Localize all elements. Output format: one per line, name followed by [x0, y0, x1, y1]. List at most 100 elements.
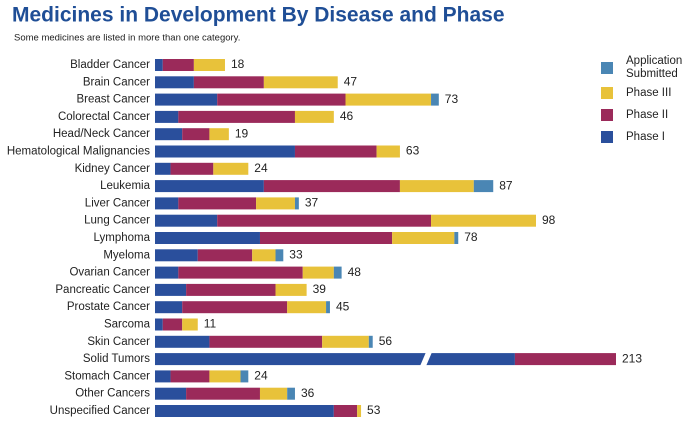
bar-segment: [155, 405, 334, 417]
bar-segment: [155, 335, 210, 348]
bar-segment: [217, 93, 346, 106]
bar-segment: [322, 335, 369, 348]
total-label: 39: [313, 282, 327, 296]
category-label: Brain Cancer: [83, 76, 150, 88]
bar-segment: [197, 249, 253, 262]
total-label: 37: [305, 196, 319, 210]
total-label: 98: [542, 213, 556, 227]
bar-segment: [182, 301, 288, 314]
bar-segment: [357, 405, 362, 417]
bar-segment: [186, 387, 260, 400]
total-label: 11: [204, 317, 217, 331]
bar-segment: [287, 301, 327, 314]
bar-segment: [263, 76, 338, 89]
bar-segment: [193, 59, 225, 71]
category-label: Unspecified Cancer: [50, 405, 151, 417]
total-label: 73: [445, 92, 459, 106]
bar-segment: [155, 93, 218, 106]
category-label: Ovarian Cancer: [69, 267, 150, 279]
bar-segment: [209, 128, 229, 141]
bar-segment: [155, 76, 194, 89]
category-label: Lymphoma: [94, 232, 151, 244]
category-label: Head/Neck Cancer: [53, 128, 150, 140]
bar-segment: [155, 128, 183, 141]
bar-segment: [275, 283, 307, 296]
bar-segment: [155, 283, 187, 296]
bar-segment: [431, 214, 536, 227]
bar-segment: [333, 405, 358, 417]
total-label: 53: [367, 403, 381, 417]
bar-segment: [155, 266, 179, 279]
legend-swatch: [601, 87, 613, 99]
axis-break: [420, 352, 432, 367]
legend-label: Phase II: [626, 109, 668, 121]
bar-segment: [193, 76, 264, 89]
bar-segment: [252, 249, 276, 262]
total-label: 19: [235, 126, 249, 140]
legend-swatch: [601, 62, 613, 74]
bar-segment: [302, 266, 334, 279]
category-label: Leukemia: [100, 180, 150, 192]
bar-segment: [209, 370, 241, 383]
bar-segment: [294, 110, 334, 123]
bar-segment: [155, 197, 179, 210]
category-label: Stomach Cancer: [64, 370, 150, 382]
category-label: Breast Cancer: [76, 94, 150, 106]
category-label: Prostate Cancer: [67, 301, 150, 313]
total-label: 48: [348, 265, 362, 279]
bar-segment: [399, 180, 474, 193]
bar-segment: [155, 162, 171, 175]
category-label: Hematological Malignancies: [7, 146, 150, 158]
legend-label: Phase III: [626, 87, 671, 99]
category-label: Liver Cancer: [85, 197, 150, 209]
bar-segment: [376, 145, 400, 158]
bar-segment: [368, 335, 373, 348]
category-label: Other Cancers: [75, 388, 150, 400]
category-label: Solid Tumors: [83, 353, 150, 365]
total-label: 18: [231, 57, 245, 71]
category-label: Skin Cancer: [87, 336, 150, 348]
bar-segment: [294, 145, 377, 158]
bar-segment: [259, 387, 288, 400]
bar-segment: [155, 59, 163, 71]
bar-segment: [155, 214, 218, 227]
bar-segment: [155, 353, 515, 366]
total-label: 45: [336, 299, 350, 313]
bar-segment: [170, 370, 210, 383]
total-label: 213: [622, 351, 642, 365]
total-label: 33: [289, 247, 303, 261]
bar-segment: [155, 370, 171, 383]
category-label: Myeloma: [103, 249, 150, 261]
bar-segment: [275, 249, 284, 262]
legend-swatch: [601, 131, 613, 143]
total-label: 78: [464, 230, 478, 244]
total-label: 36: [301, 386, 315, 400]
bar-segment: [182, 128, 210, 141]
bar-segment: [170, 162, 214, 175]
legend-label: Phase I: [626, 131, 665, 143]
bar-segment: [155, 145, 295, 158]
bar-segment: [178, 197, 257, 210]
bar-segment: [326, 301, 330, 314]
total-label: 24: [254, 161, 268, 175]
bar-segment: [162, 318, 183, 331]
bar-segment: [345, 93, 432, 106]
category-label: Bladder Cancer: [70, 59, 150, 71]
bar-segment: [256, 197, 295, 210]
bar-segment: [287, 387, 295, 400]
bar-segment: [155, 318, 163, 331]
bar-segment: [263, 180, 400, 193]
bar-segment: [431, 93, 439, 106]
total-label: 24: [254, 369, 268, 383]
chart-title: Medicines in Development By Disease and …: [12, 4, 505, 27]
bar-segment: [473, 180, 494, 193]
total-label: 63: [406, 144, 420, 158]
bar-segment: [162, 59, 194, 71]
bar-segment: [155, 387, 187, 400]
category-label: Sarcoma: [104, 319, 151, 331]
total-label: 47: [344, 74, 358, 88]
bar-segment: [155, 110, 179, 123]
category-label: Pancreatic Cancer: [55, 284, 150, 296]
bar-segment: [155, 180, 264, 193]
category-label: Lung Cancer: [84, 215, 150, 227]
